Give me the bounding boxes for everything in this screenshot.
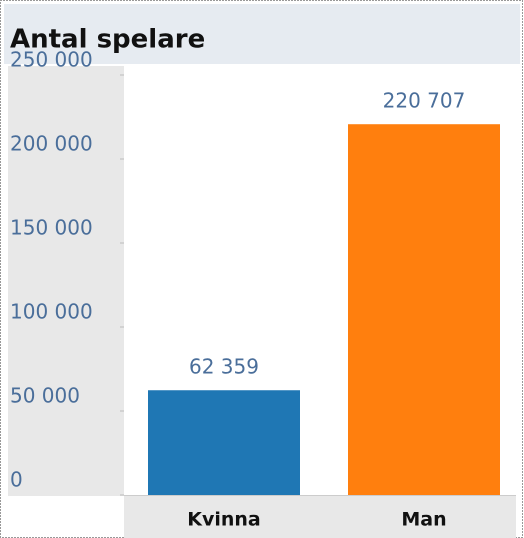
y-tick-label: 200 000 [10,132,93,156]
x-tick-label: Man [401,509,446,531]
x-axis-band [124,496,516,538]
bar [348,124,500,495]
y-tick-label: 0 [10,468,23,492]
chart-title: Antal spelare [10,25,205,55]
y-tick-label: 100 000 [10,300,93,324]
value-label: 220 707 [383,89,466,113]
y-tick-label: 150 000 [10,216,93,240]
x-tick-label: Kvinna [187,509,261,531]
y-tick-label: 250 000 [10,48,93,72]
y-tick-label: 50 000 [10,384,80,408]
title-bar [4,4,520,64]
value-label: 62 359 [189,355,259,379]
bar [148,390,300,495]
y-axis-band [8,66,124,496]
